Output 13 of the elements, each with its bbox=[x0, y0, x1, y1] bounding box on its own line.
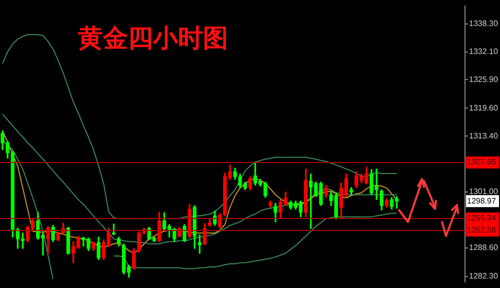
y-tick-label: 1301.00 bbox=[469, 187, 498, 196]
y-tick-label: 1288.60 bbox=[469, 243, 498, 252]
y-tick-label: 1319.60 bbox=[469, 103, 498, 112]
y-tick-label: 1338.30 bbox=[469, 19, 498, 28]
ref-line-label: 1292.58 bbox=[467, 226, 496, 235]
text: 黄金四小时图 bbox=[77, 23, 228, 52]
annotation: 1298.97 bbox=[467, 196, 496, 206]
y-tick-label: 1332.10 bbox=[469, 46, 498, 56]
y-tick-label: 1325.90 bbox=[469, 74, 498, 84]
ref-line-label: 1307.65 bbox=[467, 158, 496, 167]
y-tick-label: 1282.30 bbox=[469, 272, 498, 281]
ref-line-label: 1295.34 bbox=[467, 214, 496, 223]
y-tick-label: 1313.40 bbox=[469, 131, 498, 140]
